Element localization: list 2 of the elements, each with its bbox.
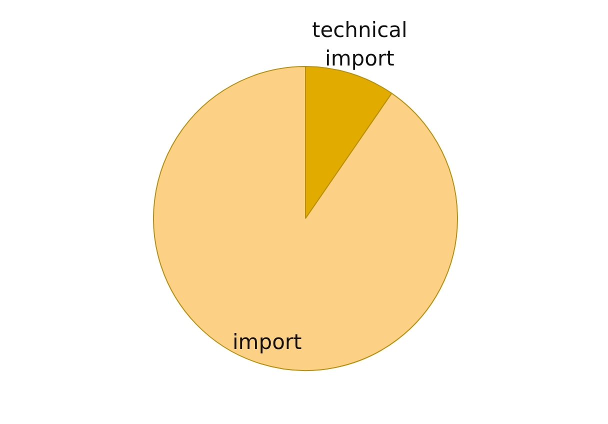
- slice-label: technical import: [312, 18, 408, 71]
- slice-label: import: [232, 330, 302, 354]
